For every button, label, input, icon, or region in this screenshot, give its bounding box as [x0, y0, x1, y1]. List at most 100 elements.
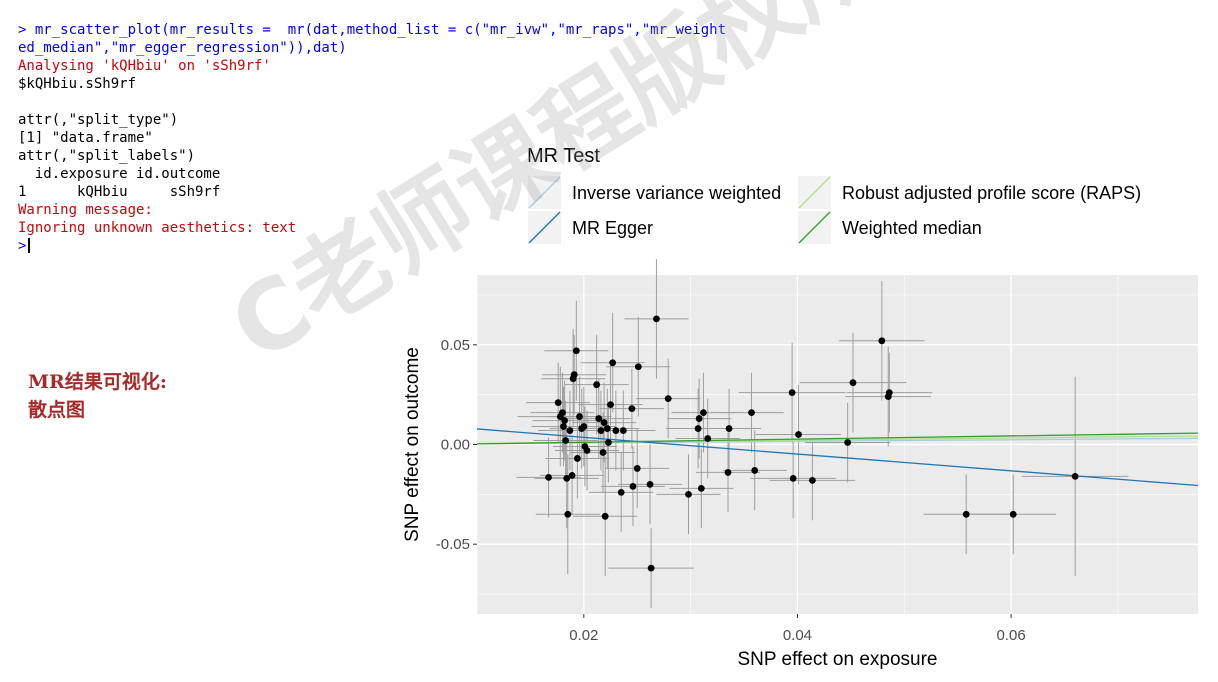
data-points	[545, 315, 1079, 572]
snp-point	[647, 564, 655, 572]
snp-point	[849, 379, 857, 387]
snp-point	[619, 427, 627, 434]
legend-label: Robust adjusted profile score (RAPS)	[842, 183, 1141, 203]
snp-point	[724, 469, 732, 476]
legend-entry-ivw: Inverse variance weighted	[528, 176, 781, 209]
snp-point	[1071, 473, 1079, 480]
text-cursor	[28, 238, 31, 253]
snp-point	[685, 490, 692, 498]
snp-point	[563, 475, 571, 482]
snp-point	[789, 475, 797, 482]
snp-point	[704, 435, 712, 442]
y-tick-label: -0.05	[436, 536, 470, 553]
snp-point	[570, 371, 578, 379]
snp-point	[609, 359, 617, 367]
snp-point	[580, 423, 588, 430]
snp-point	[600, 419, 608, 426]
side-caption-line-2: 散点图	[28, 399, 86, 421]
snp-point	[962, 510, 970, 518]
y-tick-label: 0.00	[441, 437, 470, 454]
snp-point	[646, 480, 654, 488]
snp-point	[572, 347, 580, 355]
snp-point	[751, 467, 759, 474]
legend-entry-egger: MR Egger	[528, 211, 653, 244]
legend-key-line	[528, 176, 561, 209]
snp-point	[560, 423, 567, 430]
snp-point	[634, 363, 642, 371]
console-line: attr(,"split_type")	[18, 112, 179, 128]
snp-point	[694, 425, 702, 432]
x-tick-label: 0.02	[569, 627, 598, 644]
snp-point	[562, 437, 570, 444]
snp-point	[604, 439, 612, 446]
y-axis-title: SNP effect on outcome	[402, 347, 423, 542]
snp-point	[545, 474, 552, 481]
console-line: $kQHbiu.sSh9rf	[18, 76, 137, 92]
snp-point	[1009, 510, 1017, 518]
legend-entry-wm: Weighted median	[798, 211, 982, 244]
snp-point	[725, 425, 733, 432]
snp-point	[612, 427, 620, 434]
x-tick-label: 0.06	[996, 627, 1025, 644]
snp-point	[664, 395, 672, 403]
snp-point	[808, 476, 816, 484]
x-tick-label: 0.04	[783, 627, 812, 644]
console-prompt-line[interactable]: >	[18, 237, 818, 255]
snp-point	[788, 389, 796, 397]
snp-point	[695, 415, 703, 422]
snp-point	[595, 415, 603, 422]
snp-point	[844, 439, 852, 446]
snp-point	[593, 381, 601, 389]
legend-key-line	[798, 176, 831, 209]
console-line: ed_median","mr_egger_regression")),dat)	[18, 40, 347, 56]
x-axis-title: SNP effect on exposure	[738, 649, 938, 670]
legend-label: Inverse variance weighted	[572, 183, 781, 203]
console-line: attr(,"split_labels")	[18, 148, 196, 164]
console-line: id.exposure id.outcome	[18, 166, 221, 182]
snp-point	[566, 427, 574, 434]
legend-key-line	[528, 211, 561, 244]
snp-point	[628, 405, 636, 413]
r-console[interactable]: > mr_scatter_plot(mr_results = mr(dat,me…	[18, 21, 818, 255]
console-line: Warning message:	[18, 202, 153, 218]
console-line: Analysing 'kQHbiu' on 'sSh9rf'	[18, 58, 271, 74]
snp-point	[617, 488, 625, 496]
legend-entry-raps: Robust adjusted profile score (RAPS)	[798, 176, 1141, 209]
mr-line-wm	[477, 432, 1198, 445]
snp-point	[653, 315, 660, 323]
snp-point	[597, 427, 605, 434]
snp-point	[554, 399, 562, 407]
snp-point	[599, 449, 607, 456]
snp-point	[700, 409, 707, 416]
snp-point	[559, 409, 566, 416]
snp-point	[603, 425, 611, 432]
snp-point	[795, 431, 802, 438]
console-line: 1 kQHbiu sSh9rf	[18, 184, 221, 200]
snp-point	[629, 482, 637, 490]
snp-point	[748, 409, 755, 416]
snp-point	[697, 484, 705, 492]
snp-point	[878, 337, 886, 345]
snp-point	[583, 447, 591, 454]
legend-label: Weighted median	[842, 218, 982, 238]
legend-label: MR Egger	[572, 218, 653, 238]
console-line: > mr_scatter_plot(mr_results = mr(dat,me…	[18, 22, 727, 38]
legend-key-line	[798, 211, 831, 244]
snp-point	[576, 413, 583, 420]
grid-lines	[476, 275, 1198, 614]
snp-point	[561, 417, 568, 424]
side-caption-line-1: MR结果可视化:	[28, 371, 167, 393]
console-line: Ignoring unknown aesthetics: text	[18, 220, 297, 236]
snp-point	[607, 401, 614, 409]
side-caption: MR结果可视化: 散点图	[28, 368, 167, 424]
snp-point	[885, 389, 893, 397]
snp-point	[568, 472, 576, 479]
snp-point	[601, 512, 609, 520]
snp-point	[633, 465, 641, 472]
legend: MR Test Inverse variance weighted Robust a…	[527, 145, 1141, 244]
legend-title: MR Test	[527, 145, 600, 167]
y-tick-label: 0.05	[441, 337, 470, 354]
snp-point	[564, 510, 572, 518]
snp-point	[574, 455, 581, 462]
